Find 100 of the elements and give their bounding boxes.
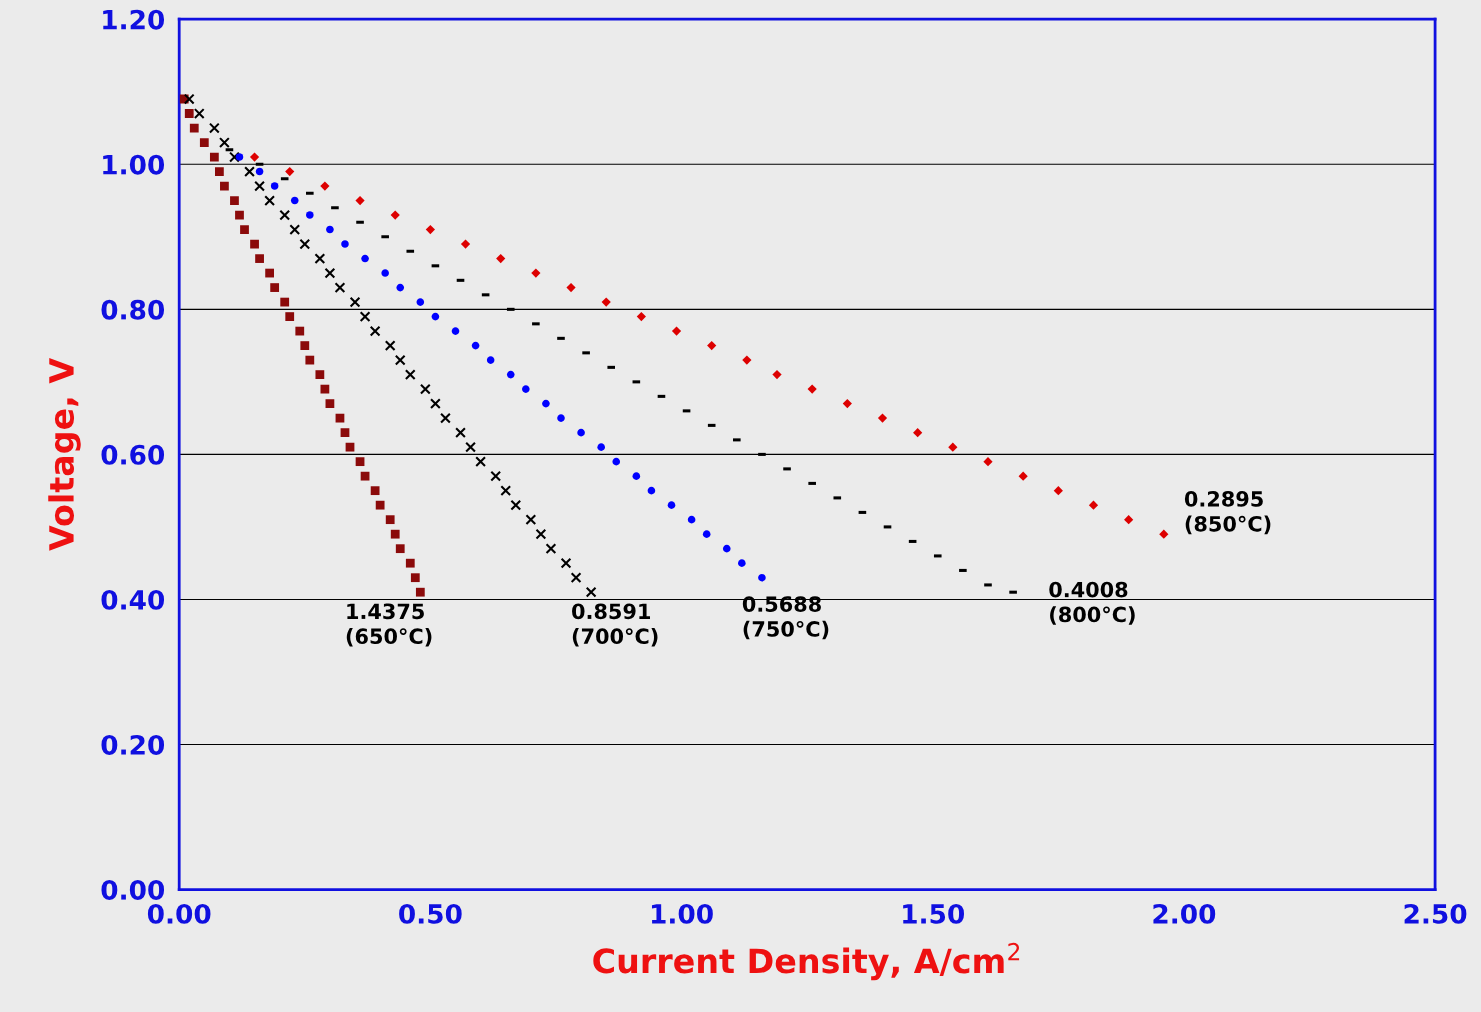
point — [314, 253, 326, 264]
point — [707, 340, 717, 351]
point — [404, 369, 416, 381]
point — [1159, 529, 1169, 539]
x-tick-label: 0.00 — [147, 903, 211, 924]
point — [390, 529, 400, 539]
point — [496, 253, 506, 264]
point — [264, 195, 276, 206]
point — [240, 225, 249, 234]
point — [220, 181, 229, 191]
point — [612, 457, 621, 466]
point — [585, 586, 597, 598]
point — [1124, 515, 1134, 525]
point — [340, 428, 350, 438]
point — [570, 572, 582, 584]
point — [250, 239, 259, 249]
point — [425, 224, 435, 235]
point — [369, 325, 381, 337]
x-tick-label: 1.00 — [651, 903, 713, 924]
point — [360, 471, 370, 481]
point — [506, 370, 515, 379]
point — [295, 326, 305, 336]
point — [370, 486, 380, 496]
point — [390, 210, 400, 220]
point — [345, 442, 355, 452]
point — [531, 268, 541, 278]
y-tick-label: 0.00 — [101, 879, 165, 900]
point — [948, 442, 958, 452]
point — [270, 283, 280, 292]
point — [218, 137, 230, 148]
point — [451, 327, 460, 335]
point — [738, 559, 746, 567]
point — [486, 356, 495, 364]
point — [193, 108, 205, 119]
point — [597, 443, 605, 451]
point — [199, 138, 209, 147]
y-tick-label: 1.00 — [103, 154, 165, 175]
point — [510, 499, 522, 511]
point — [254, 180, 266, 192]
point — [636, 311, 646, 322]
point — [289, 224, 301, 235]
point — [557, 414, 565, 422]
point — [632, 472, 641, 480]
point — [877, 413, 888, 423]
point — [460, 239, 471, 249]
point — [244, 166, 255, 177]
point — [1018, 471, 1028, 481]
point — [842, 399, 852, 409]
point — [280, 297, 290, 307]
point — [320, 384, 330, 394]
x-tick-label: 0.50 — [399, 903, 462, 924]
point — [355, 457, 365, 467]
point — [184, 109, 194, 118]
point — [325, 399, 335, 409]
point — [429, 398, 441, 410]
y-tick-label: 0.40 — [101, 589, 165, 610]
annotation: 1.4375 (650°C) — [346, 603, 432, 647]
point — [255, 167, 264, 176]
point — [394, 354, 406, 366]
point — [215, 167, 224, 176]
annotation: 0.8591 (700°C) — [572, 603, 658, 647]
point — [249, 152, 260, 162]
point — [299, 238, 311, 250]
point — [671, 326, 682, 336]
point — [475, 456, 487, 468]
point — [758, 573, 766, 582]
point — [500, 485, 512, 497]
point — [396, 283, 405, 292]
point — [306, 211, 314, 219]
point — [235, 153, 244, 161]
point — [416, 298, 425, 306]
point — [577, 428, 585, 437]
point — [431, 312, 440, 321]
point — [465, 441, 476, 453]
annotation: 0.5688 (750°C) — [742, 596, 829, 640]
point — [455, 427, 466, 439]
point — [471, 341, 480, 350]
point — [419, 383, 431, 395]
point — [410, 573, 420, 583]
point — [535, 528, 547, 540]
point — [235, 210, 244, 220]
point — [440, 412, 451, 424]
point — [326, 225, 334, 234]
point — [522, 385, 530, 393]
point — [601, 297, 611, 307]
point — [772, 370, 782, 380]
y-tick-label: 0.60 — [101, 444, 165, 465]
point — [415, 587, 425, 597]
annotation: 0.4008 (800°C) — [1049, 581, 1135, 625]
point — [359, 311, 371, 323]
point — [255, 254, 264, 263]
point — [335, 413, 345, 423]
point — [702, 530, 711, 538]
x-axis-title: Current Density, A/cm$^{2}$ — [593, 942, 1020, 981]
y-axis-title: Voltage, V — [48, 357, 81, 551]
point — [208, 122, 220, 134]
point — [305, 355, 315, 365]
point — [1088, 500, 1099, 510]
point — [687, 515, 696, 524]
point — [545, 543, 557, 555]
